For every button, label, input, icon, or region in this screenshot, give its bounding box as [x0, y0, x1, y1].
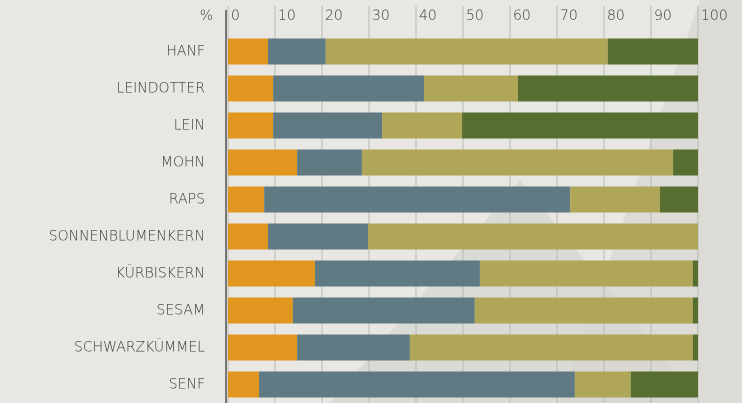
x-tick-label: 60 — [513, 8, 531, 24]
bar-segment — [228, 149, 298, 176]
bar-segment — [607, 38, 698, 65]
bar-segment — [259, 371, 575, 398]
bar-segment — [314, 260, 480, 287]
x-tick-label: 30 — [372, 8, 390, 24]
bar-segment — [325, 38, 608, 65]
bar-segment — [267, 223, 369, 250]
bar-segment — [361, 149, 674, 176]
bar-segment — [423, 75, 518, 102]
y-tick-label: SONNENBLUMENKERN — [49, 229, 205, 245]
x-tick-label: 90 — [654, 8, 672, 24]
x-tick-label: 0 — [231, 8, 240, 24]
bar-segment — [659, 186, 698, 213]
y-tick-label: LEIN — [174, 118, 205, 134]
bar-segment — [409, 334, 693, 361]
y-tick-label: KÜRBISKERN — [116, 265, 205, 282]
x-tick-label: 20 — [325, 8, 343, 24]
bar-segment — [228, 186, 265, 213]
y-tick-label: SESAM — [156, 303, 205, 319]
bar-segment — [517, 75, 698, 102]
bar-segment — [474, 297, 693, 324]
bar-segment — [228, 371, 260, 398]
y-tick-label: LEINDOTTER — [117, 81, 205, 97]
x-tick-label: 10 — [278, 8, 296, 24]
y-tick-label: RAPS — [169, 192, 205, 208]
bar-segment — [228, 223, 268, 250]
bar-segment — [462, 112, 698, 139]
x-tick-label: 40 — [419, 8, 437, 24]
bar-segment — [264, 186, 571, 213]
bar-segment — [267, 38, 326, 65]
bar-segment — [368, 223, 698, 250]
x-tick-label: 80 — [607, 8, 625, 24]
y-tick-label: HANF — [166, 44, 205, 60]
bar-segment — [228, 112, 274, 139]
bar-segment — [228, 260, 315, 287]
bar-segment — [228, 75, 274, 102]
bar-segment — [574, 371, 631, 398]
bar-segment — [382, 112, 463, 139]
y-tick-label: MOHN — [161, 155, 205, 171]
y-tick-label: SCHWARZKÜMMEL — [74, 339, 205, 356]
y-tick-label: SENF — [169, 377, 205, 393]
bar-segment — [273, 112, 383, 139]
bar-segment — [630, 371, 698, 398]
bar-segment — [297, 334, 410, 361]
bar-segment — [692, 334, 698, 361]
bar-segment — [297, 149, 362, 176]
bar-segment — [692, 260, 698, 287]
x-tick-label: 70 — [560, 8, 578, 24]
x-tick-label: 50 — [466, 8, 484, 24]
bar-segment — [692, 297, 698, 324]
bar-segment — [273, 75, 424, 102]
x-axis-unit: % — [200, 8, 213, 24]
x-tick-label: 100 — [701, 8, 728, 24]
bar-segment — [479, 260, 693, 287]
bar-segment — [228, 297, 293, 324]
bar-segment — [228, 334, 298, 361]
bar-segment — [673, 149, 698, 176]
bar-segment — [570, 186, 660, 213]
bar-segment — [292, 297, 475, 324]
bar-segment — [228, 38, 268, 65]
